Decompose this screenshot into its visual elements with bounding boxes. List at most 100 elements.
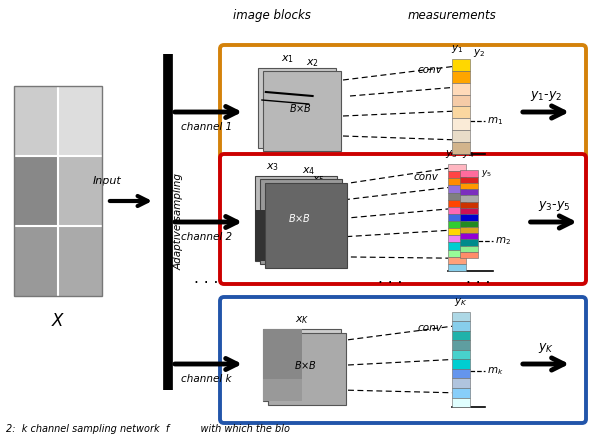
FancyBboxPatch shape [220, 154, 586, 284]
Bar [14, 156, 58, 226]
Bar [452, 142, 470, 154]
Bar [448, 242, 466, 250]
Text: $x_1$: $x_1$ [281, 53, 294, 65]
Text: $B{\times}B$: $B{\times}B$ [289, 102, 311, 114]
Bar [263, 380, 302, 401]
Bar [460, 214, 478, 221]
Text: $y_K$: $y_K$ [538, 341, 554, 355]
Text: $B{\times}B$: $B{\times}B$ [293, 359, 316, 371]
Text: $y_5$: $y_5$ [481, 168, 492, 178]
Bar [452, 83, 470, 95]
Bar [14, 86, 102, 296]
Bar [448, 257, 466, 264]
Bar [460, 177, 478, 183]
Bar [448, 228, 466, 235]
Bar [448, 221, 466, 228]
Bar [452, 331, 470, 341]
Bar [265, 183, 347, 268]
Text: $B{\times}B$: $B{\times}B$ [287, 213, 311, 225]
Bar [452, 130, 470, 142]
Text: $m_k$: $m_k$ [487, 365, 503, 377]
Bar [452, 59, 470, 71]
Bar [448, 164, 466, 171]
Text: $y_1$-$y_2$: $y_1$-$y_2$ [530, 89, 562, 103]
Bar [460, 189, 478, 195]
Text: · · ·: · · · [194, 277, 218, 292]
Bar [452, 312, 470, 321]
Bar [258, 68, 336, 148]
Bar [448, 193, 466, 200]
Bar [460, 170, 478, 177]
Bar [460, 208, 478, 214]
Bar [448, 186, 466, 193]
Bar [255, 176, 337, 261]
FancyBboxPatch shape [220, 45, 586, 171]
Bar [448, 171, 466, 178]
Bar [452, 321, 470, 331]
Bar [448, 178, 466, 186]
Bar [14, 86, 102, 296]
Bar [452, 71, 470, 83]
Text: $y_1$: $y_1$ [451, 43, 464, 55]
Text: channel 1: channel 1 [181, 122, 232, 132]
Bar [263, 329, 302, 380]
Text: $x_4$: $x_4$ [302, 165, 316, 177]
Text: $y_3$-$y_5$: $y_3$-$y_5$ [537, 199, 570, 213]
Bar [452, 369, 470, 378]
Bar [452, 388, 470, 397]
Text: channel 2: channel 2 [181, 232, 232, 242]
Bar [448, 235, 466, 242]
Bar [452, 360, 470, 369]
Bar [452, 119, 470, 130]
Text: $x_2$: $x_2$ [306, 57, 319, 69]
Text: 2:  k channel sampling network  f          with which the blo: 2: k channel sampling network f with whi… [6, 424, 290, 434]
Bar [460, 221, 478, 227]
Bar [452, 350, 470, 360]
Bar [292, 227, 337, 261]
Bar [260, 179, 342, 265]
Text: measurements: measurements [408, 9, 496, 22]
Bar [58, 86, 102, 156]
FancyBboxPatch shape [220, 297, 586, 423]
Text: $y_4$: $y_4$ [462, 148, 475, 160]
Text: $X$: $X$ [51, 312, 65, 330]
Text: $x_5$: $x_5$ [312, 174, 325, 186]
Text: $m_1$: $m_1$ [487, 115, 503, 127]
Bar [460, 202, 478, 208]
Text: $m_2$: $m_2$ [495, 235, 511, 247]
Bar [460, 252, 478, 258]
Bar [448, 264, 466, 271]
Bar [263, 329, 341, 401]
Bar [255, 210, 292, 261]
Text: $y_2$: $y_2$ [473, 47, 485, 59]
Text: conv: conv [414, 172, 438, 182]
Bar [448, 250, 466, 257]
Bar [452, 107, 470, 119]
Text: $x_3$: $x_3$ [266, 161, 279, 173]
Text: conv: conv [418, 323, 443, 333]
Bar [460, 233, 478, 239]
Text: channel k: channel k [181, 374, 231, 384]
Text: $y_3$: $y_3$ [445, 148, 458, 160]
Bar [460, 239, 478, 246]
Bar [452, 341, 470, 350]
Text: $y_K$: $y_K$ [454, 296, 468, 308]
Text: · · ·: · · · [466, 277, 490, 292]
Bar [460, 246, 478, 252]
Bar [448, 207, 466, 214]
Bar [448, 214, 466, 221]
Text: image blocks: image blocks [233, 9, 311, 22]
Text: $x_K$: $x_K$ [295, 314, 309, 326]
Bar [58, 226, 102, 296]
Bar [14, 226, 58, 296]
Bar [452, 378, 470, 388]
Bar [452, 95, 470, 107]
Bar [14, 86, 58, 156]
Text: conv: conv [418, 65, 443, 75]
Bar [460, 195, 478, 202]
Bar [268, 333, 346, 404]
Text: Input: Input [93, 176, 122, 186]
Text: Adaptive sampling: Adaptive sampling [174, 174, 184, 270]
Bar [452, 397, 470, 407]
Bar [460, 227, 478, 233]
